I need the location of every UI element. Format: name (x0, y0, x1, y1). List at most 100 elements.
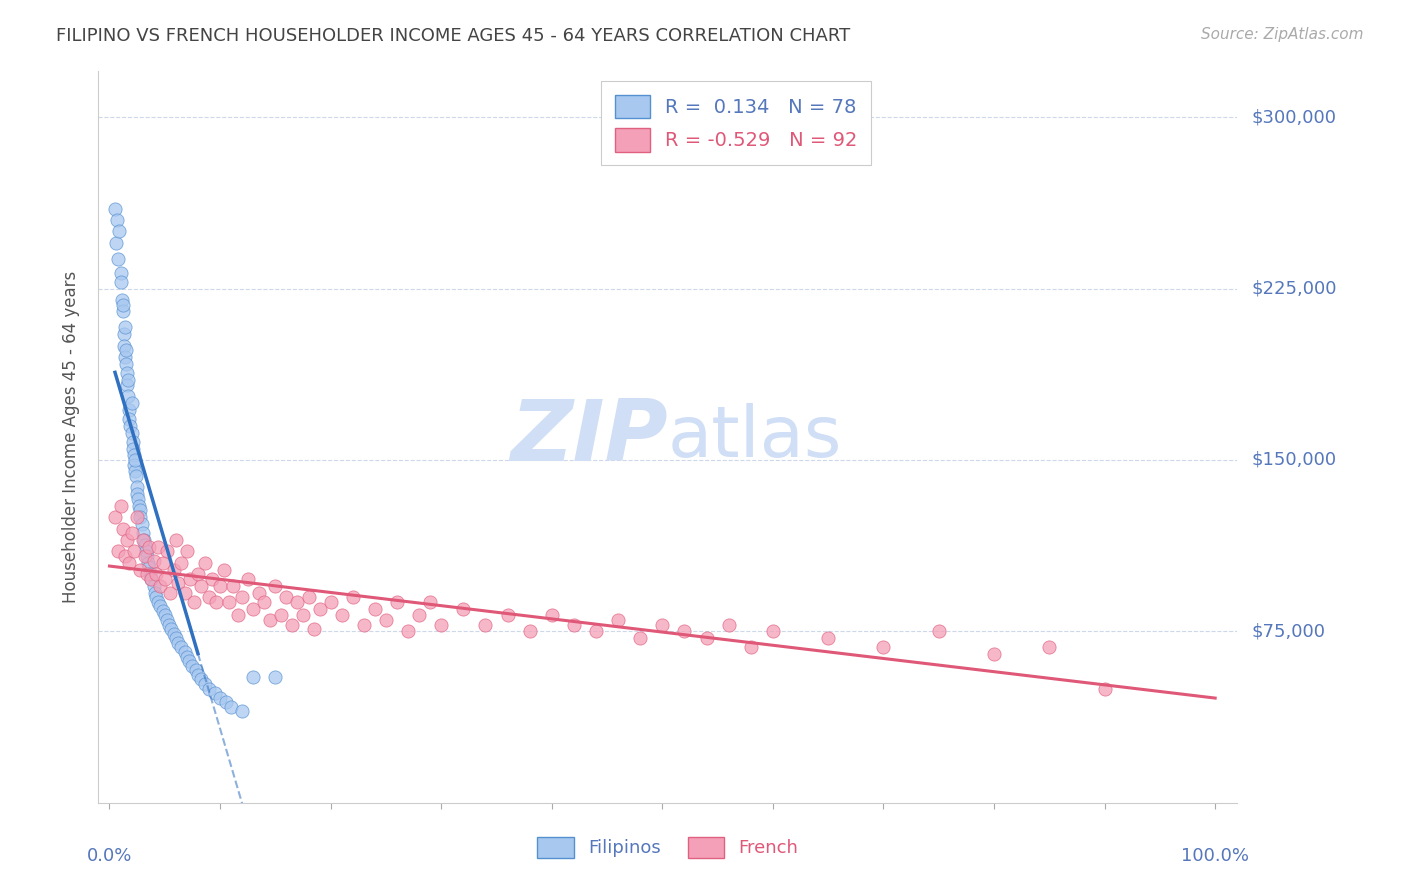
Point (138, 540, 160, 554)
Point (111, 297, 134, 311)
Point (176, 544, 198, 558)
Point (204, 594, 226, 608)
Point (128, 499, 150, 513)
Point (105, 235, 128, 250)
Point (121, 442, 143, 456)
Point (112, 338, 135, 352)
Point (104, 202, 127, 216)
Point (928, 624, 950, 639)
Point (193, 677, 215, 691)
Point (408, 608, 430, 623)
Point (270, 608, 292, 623)
Text: atlas: atlas (668, 402, 842, 472)
Point (430, 617, 453, 632)
Point (142, 553, 165, 567)
Point (114, 549, 136, 563)
Point (342, 590, 364, 604)
Point (396, 624, 419, 639)
Point (562, 617, 585, 632)
Text: Source: ZipAtlas.com: Source: ZipAtlas.com (1201, 27, 1364, 42)
Point (149, 579, 172, 593)
Point (139, 567, 162, 582)
Point (319, 594, 342, 608)
Point (167, 636, 190, 650)
Point (209, 690, 232, 705)
Point (184, 663, 207, 677)
Point (374, 613, 396, 627)
Text: ZIP: ZIP (510, 395, 668, 479)
Point (165, 632, 187, 646)
Point (153, 608, 176, 623)
Point (115, 533, 138, 547)
Point (165, 533, 187, 547)
Point (330, 608, 353, 623)
Point (209, 579, 232, 593)
Point (122, 458, 145, 472)
Point (214, 695, 236, 709)
Point (231, 705, 253, 719)
Point (111, 521, 134, 535)
Point (115, 377, 138, 392)
Point (145, 567, 167, 582)
Point (162, 563, 184, 577)
Point (136, 549, 159, 563)
Legend: R =  0.134   N = 78, R = -0.529   N = 92: R = 0.134 N = 78, R = -0.529 N = 92 (602, 81, 872, 166)
Point (121, 526, 143, 541)
Point (146, 540, 169, 554)
Point (291, 608, 314, 623)
Point (264, 579, 287, 593)
Point (114, 320, 136, 334)
Point (167, 576, 190, 591)
Point (121, 434, 143, 449)
Point (179, 572, 201, 586)
Point (146, 594, 169, 608)
Point (134, 549, 156, 563)
Point (117, 389, 139, 403)
Y-axis label: Householder Income Ages 45 - 64 years: Householder Income Ages 45 - 64 years (62, 271, 80, 603)
Point (1094, 681, 1116, 696)
Point (115, 366, 138, 380)
Point (236, 572, 259, 586)
Point (740, 640, 762, 655)
Text: 0.0%: 0.0% (87, 847, 132, 864)
Point (173, 645, 195, 659)
Point (149, 599, 172, 614)
Point (198, 590, 221, 604)
Point (122, 544, 145, 558)
Point (114, 350, 136, 364)
Point (302, 622, 325, 636)
Point (157, 617, 180, 632)
Point (143, 585, 166, 599)
Point (153, 572, 176, 586)
Point (135, 544, 157, 558)
Point (204, 686, 226, 700)
Point (607, 613, 630, 627)
Point (136, 556, 159, 570)
Point (156, 544, 179, 558)
Point (156, 613, 179, 627)
Point (127, 491, 149, 506)
Text: $225,000: $225,000 (1251, 279, 1337, 298)
Point (134, 537, 156, 551)
Point (125, 469, 148, 483)
Point (115, 357, 138, 371)
Text: 100.0%: 100.0% (1181, 847, 1249, 864)
Point (176, 649, 198, 664)
Point (496, 608, 519, 623)
Point (129, 510, 152, 524)
Point (107, 544, 129, 558)
Point (107, 252, 129, 266)
Point (145, 590, 167, 604)
Point (160, 622, 183, 636)
Point (110, 275, 132, 289)
Point (187, 667, 209, 681)
Point (762, 624, 785, 639)
Text: FILIPINO VS FRENCH HOUSEHOLDER INCOME AGES 45 - 64 YEARS CORRELATION CHART: FILIPINO VS FRENCH HOUSEHOLDER INCOME AG… (56, 27, 851, 45)
Point (131, 526, 153, 541)
Point (108, 224, 131, 238)
Point (120, 418, 142, 433)
Point (696, 632, 718, 646)
Point (198, 681, 221, 696)
Point (651, 617, 673, 632)
Point (364, 601, 387, 615)
